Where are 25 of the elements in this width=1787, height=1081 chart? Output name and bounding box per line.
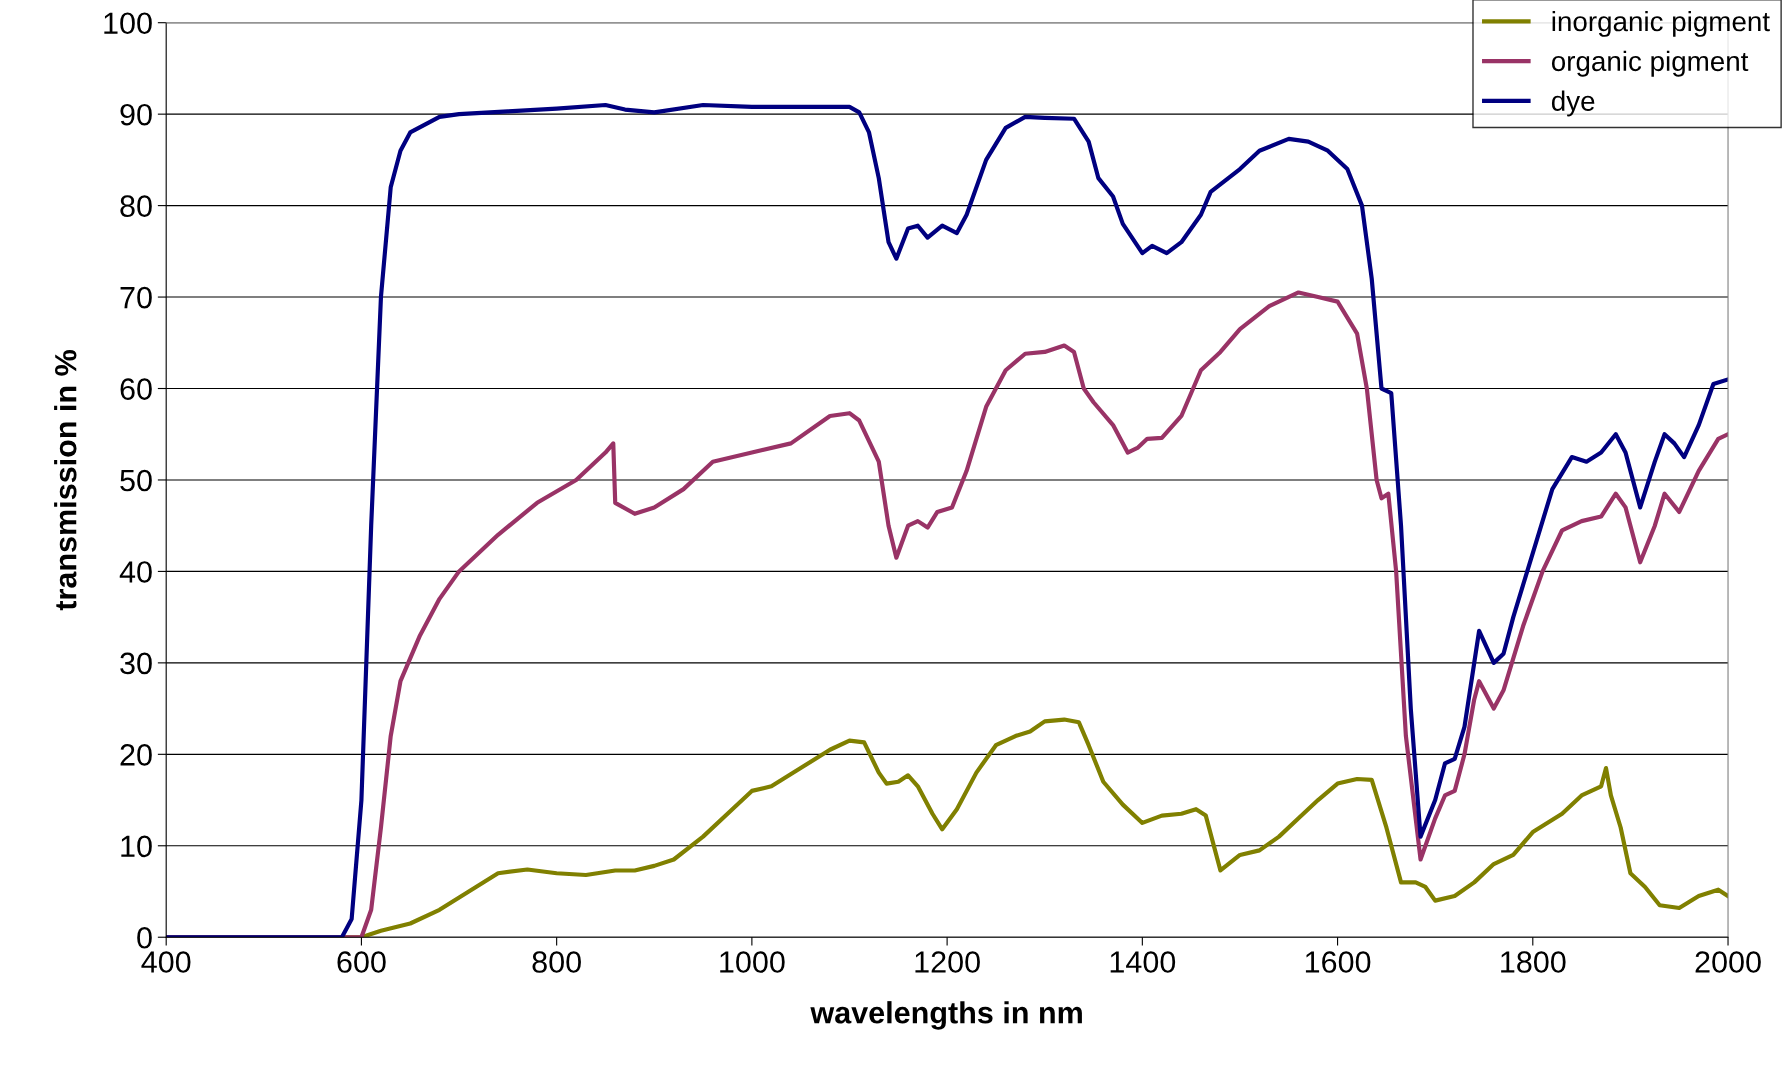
- x-tick-label: 600: [337, 951, 386, 973]
- y-tick-label: 50: [120, 469, 152, 492]
- x-axis-title: wavelengths in nm: [810, 1001, 1082, 1030]
- x-tick-label: 1000: [720, 951, 785, 973]
- x-tick-label: 1600: [1305, 951, 1371, 973]
- y-tick-label: 70: [120, 286, 152, 309]
- x-tick-label: 1400: [1110, 951, 1176, 973]
- x-tick-label: 1200: [915, 951, 980, 973]
- legend-label: dye: [1551, 90, 1595, 117]
- y-tick-label: 30: [120, 652, 152, 675]
- y-tick-label: 40: [119, 561, 152, 583]
- y-tick-label: 0: [137, 926, 152, 949]
- y-tick-label: 80: [120, 195, 152, 217]
- x-tick-label: 800: [532, 951, 581, 973]
- legend-label: organic pigment: [1551, 50, 1749, 77]
- x-tick-label: 400: [141, 951, 191, 973]
- y-tick-label: 20: [120, 744, 152, 766]
- y-tick-label: 90: [120, 103, 152, 126]
- x-tick-label: 2000: [1695, 951, 1761, 973]
- y-tick-label: 60: [120, 378, 152, 400]
- y-axis-title: transmission in %: [54, 350, 77, 611]
- y-tick-label: 100: [104, 12, 152, 35]
- y-tick-label: 10: [121, 835, 152, 858]
- legend-label: inorganic pigment: [1552, 10, 1770, 37]
- x-tick-label: 1800: [1501, 951, 1566, 973]
